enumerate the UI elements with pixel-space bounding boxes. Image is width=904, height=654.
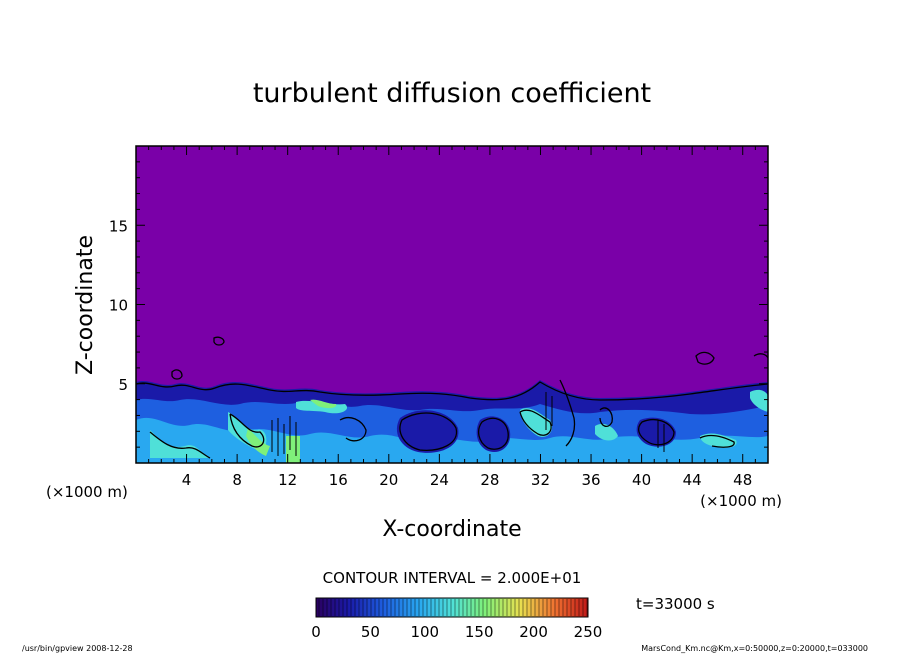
colorbar-bar (315, 597, 589, 618)
colorbar-tick-label: 50 (361, 623, 380, 641)
x-tick-label: 20 (379, 471, 398, 489)
x-unit-left: (×1000 m) (46, 483, 128, 501)
x-axis: 4 8 12 16 20 24 28 32 36 40 44 48 (148, 146, 756, 489)
x-tick-label: 48 (733, 471, 752, 489)
x-tick-label: 16 (329, 471, 348, 489)
x-tick-label: 28 (480, 471, 499, 489)
y-axis: 5 10 15 (109, 161, 768, 448)
x-tick-label: 40 (632, 471, 651, 489)
colorbar-tick-label: 0 (311, 623, 321, 641)
x-unit-right: (×1000 m) (700, 492, 782, 510)
boundary-layer-field (136, 336, 768, 463)
y-tick-label: 5 (118, 376, 128, 394)
footer-right: MarsCond_Km.nc@Km,x=0:50000,z=0:20000,t=… (641, 644, 868, 653)
time-label: t=33000 s (636, 595, 715, 613)
x-tick-label: 12 (278, 471, 297, 489)
colorbar: 0 50 100 150 200 250 (311, 597, 602, 641)
x-tick-label: 4 (182, 471, 192, 489)
y-tick-label: 15 (109, 217, 128, 235)
colorbar-ticks: 0 50 100 150 200 250 (311, 623, 602, 641)
colorbar-tick-label: 250 (574, 623, 603, 641)
contour-interval-label: CONTOUR INTERVAL = 2.000E+01 (323, 569, 582, 587)
chart-title: turbulent diffusion coefficient (253, 78, 651, 109)
colorbar-tick-label: 100 (410, 623, 439, 641)
x-tick-label: 8 (232, 471, 242, 489)
y-tick-label: 10 (109, 297, 128, 315)
y-axis-label: Z-coordinate (73, 235, 98, 375)
x-tick-label: 44 (683, 471, 702, 489)
colorbar-stripes (318, 599, 588, 616)
x-tick-label: 36 (581, 471, 600, 489)
footer-left: /usr/bin/gpview 2008-12-28 (22, 644, 133, 653)
x-axis-label: X-coordinate (382, 517, 521, 542)
colorbar-tick-label: 200 (519, 623, 548, 641)
colorbar-tick-label: 150 (465, 623, 494, 641)
x-tick-label: 32 (531, 471, 550, 489)
x-tick-label: 24 (430, 471, 449, 489)
